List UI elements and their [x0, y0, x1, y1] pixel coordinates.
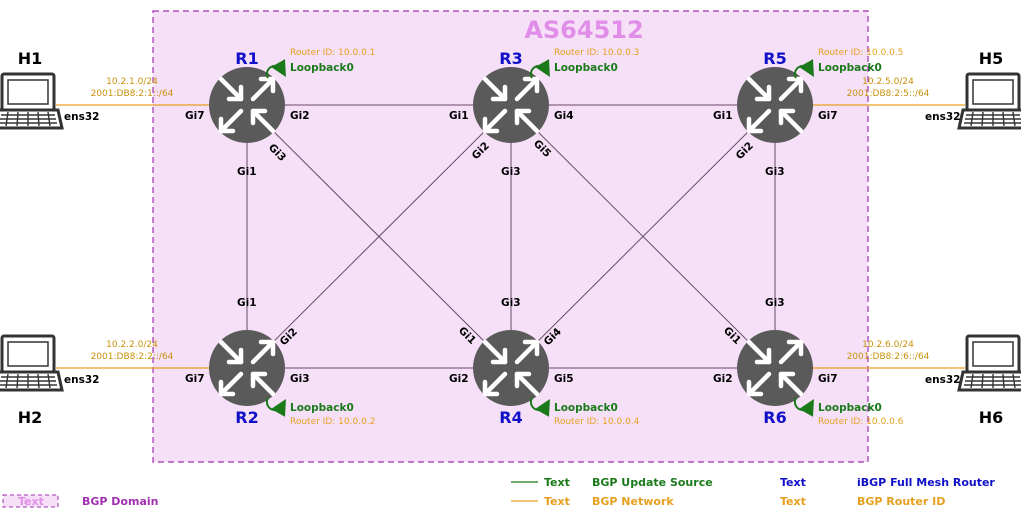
- host-h5-iface: ens32: [925, 111, 960, 123]
- router-r5-loopback: Loopback0: [818, 62, 882, 74]
- iface-r1-gi7: Gi7: [185, 110, 205, 122]
- loopback-arrow-r4: [529, 397, 550, 417]
- legend-orange-sample: Text: [544, 495, 570, 508]
- loopback-arrow-r2: [265, 397, 286, 417]
- host-h6-name: H6: [979, 408, 1004, 427]
- iface-r4-gi2: Gi2: [449, 373, 469, 385]
- legend-routerid-label: BGP Router ID: [857, 495, 945, 508]
- legend-routerid-sample: Text: [780, 495, 806, 508]
- iface-r1-gi2: Gi2: [290, 110, 310, 122]
- router-r3-icon[interactable]: [473, 67, 549, 143]
- link-r3-r2: [246, 104, 512, 369]
- router-r2-icon[interactable]: [209, 330, 285, 406]
- router-r2-name: R2: [235, 408, 258, 427]
- legend-green-sample: Text: [544, 476, 570, 489]
- host-h2-laptop-icon[interactable]: [0, 334, 64, 392]
- router-r5-id: Router ID: 10.0.0.5: [818, 48, 903, 58]
- loopback-arrows: [265, 59, 814, 417]
- loopback-arrow-r5: [793, 59, 814, 79]
- host-h1-net4: 10.2.1.0/24: [106, 77, 158, 87]
- as-number-label: AS64512: [524, 16, 643, 44]
- router-r2-id: Router ID: 10.0.0.2: [290, 417, 375, 427]
- host-links: [56, 104, 965, 369]
- router-r6-id: Router ID: 10.0.0.6: [818, 417, 904, 427]
- legend-green-label: BGP Update Source: [592, 476, 713, 489]
- router-r1-icon[interactable]: [209, 67, 285, 143]
- router-r1-loopback: Loopback0: [290, 62, 354, 74]
- host-h2-net6: 2001:DB8:2:2::/64: [91, 352, 174, 362]
- router-r4-loopback: Loopback0: [554, 402, 618, 414]
- iface-r2-gi3: Gi3: [290, 373, 310, 385]
- iface-r4-gi5: Gi5: [554, 373, 574, 385]
- host-h1-net6: 2001:DB8:2:1::/64: [91, 89, 174, 99]
- iface-r3-gi4: Gi4: [554, 110, 574, 122]
- router-r6-loopback: Loopback0: [818, 402, 882, 414]
- legend-domain-swatch-text: Text: [18, 495, 44, 508]
- router-r6-icon[interactable]: [737, 330, 813, 406]
- router-r2-loopback: Loopback0: [290, 402, 354, 414]
- host-h5-name: H5: [979, 49, 1004, 68]
- router-r6-name: R6: [763, 408, 786, 427]
- host-h5-net4: 10.2.5.0/24: [862, 77, 914, 87]
- iface-r6-gi3: Gi3: [765, 297, 785, 309]
- router-r4-name: R4: [499, 408, 522, 427]
- router-r5-name: R5: [763, 49, 786, 68]
- host-h5-laptop-icon[interactable]: [957, 72, 1021, 130]
- iface-r3-gi3: Gi3: [501, 166, 521, 178]
- iface-r5-gi7: Gi7: [818, 110, 838, 122]
- router-r1-name: R1: [235, 49, 258, 68]
- legend-blue-sample: Text: [780, 476, 806, 489]
- router-r3-loopback: Loopback0: [554, 62, 618, 74]
- legend-orange-label: BGP Network: [592, 495, 674, 508]
- iface-r5-gi3: Gi3: [765, 166, 785, 178]
- iface-r5-gi1: Gi1: [713, 110, 733, 122]
- host-h6-laptop-icon[interactable]: [957, 334, 1021, 392]
- host-h2-net4: 10.2.2.0/24: [106, 340, 158, 350]
- host-h2-name: H2: [18, 408, 43, 427]
- iface-r6-gi7: Gi7: [818, 373, 838, 385]
- legend-domain-swatch: [2, 494, 59, 508]
- iface-r1-gi1: Gi1: [237, 166, 257, 178]
- link-r5-r4: [510, 104, 776, 369]
- host-h1-laptop-icon[interactable]: [0, 72, 64, 130]
- loopback-arrow-r1: [265, 59, 286, 79]
- router-r1-id: Router ID: 10.0.0.1: [290, 48, 375, 58]
- legend-domain-label: BGP Domain: [82, 495, 158, 508]
- router-r3-name: R3: [499, 49, 522, 68]
- host-h2-iface: ens32: [64, 374, 99, 386]
- host-h6-iface: ens32: [925, 374, 960, 386]
- host-h1-iface: ens32: [64, 111, 99, 123]
- loopback-arrow-r3: [529, 59, 550, 79]
- router-r4-icon[interactable]: [473, 330, 549, 406]
- iface-r2-gi7: Gi7: [185, 373, 205, 385]
- router-r3-id: Router ID: 10.0.0.3: [554, 48, 639, 58]
- router-r4-id: Router ID: 10.0.0.4: [554, 417, 640, 427]
- iface-r6-gi2: Gi2: [713, 373, 733, 385]
- router-r5-icon[interactable]: [737, 67, 813, 143]
- legend-blue-label: iBGP Full Mesh Router: [857, 476, 995, 489]
- iface-r4-gi3: Gi3: [501, 297, 521, 309]
- iface-r3-gi1: Gi1: [449, 110, 469, 122]
- host-h6-net6: 2001:DB8:2:6::/64: [847, 352, 930, 362]
- legend: Text BGP Domain Text BGP Update Source T…: [2, 476, 995, 508]
- host-h6-net4: 10.2.6.0/24: [862, 340, 914, 350]
- host-h5-net6: 2001:DB8:2:5::/64: [847, 89, 930, 99]
- iface-r2-gi1: Gi1: [237, 297, 257, 309]
- host-h1-name: H1: [18, 49, 43, 68]
- loopback-arrow-r6: [793, 397, 814, 417]
- router-links: [246, 104, 776, 369]
